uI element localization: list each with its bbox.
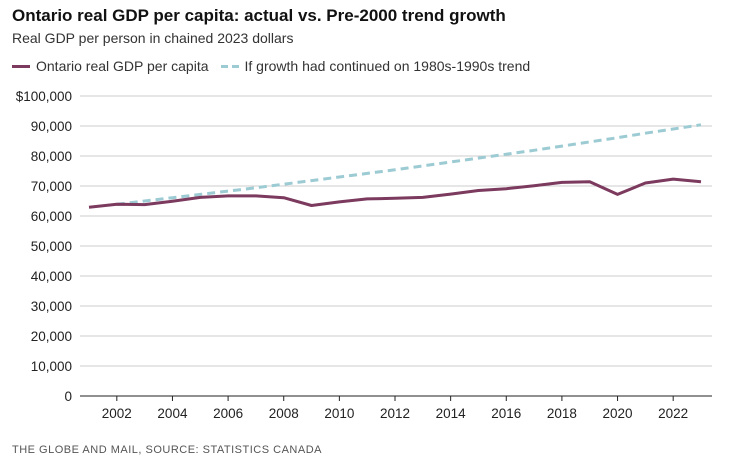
legend-swatch-actual xyxy=(12,64,30,68)
series-line-trend xyxy=(116,123,702,206)
x-tick-label: 2002 xyxy=(102,406,132,421)
y-tick-label: 40,000 xyxy=(31,269,72,284)
chart-title: Ontario real GDP per capita: actual vs. … xyxy=(12,6,506,25)
x-tick-label: 2008 xyxy=(269,406,299,421)
y-tick-label: 50,000 xyxy=(31,239,72,254)
series-line-actual xyxy=(88,177,702,209)
legend-label-actual: Ontario real GDP per capita xyxy=(36,58,209,74)
x-tick-label: 2010 xyxy=(324,406,354,421)
source-note: THE GLOBE AND MAIL, SOURCE: STATISTICS C… xyxy=(12,444,322,456)
x-tick-label: 2020 xyxy=(603,406,633,421)
y-tick-label: 20,000 xyxy=(31,329,72,344)
y-tick-label: 60,000 xyxy=(31,209,72,224)
x-tick-label: 2018 xyxy=(547,406,577,421)
chart-subtitle: Real GDP per person in chained 2023 doll… xyxy=(12,30,294,46)
legend-swatch-trend xyxy=(220,64,239,68)
y-tick-label: 0 xyxy=(64,389,72,404)
x-tick-label: 2004 xyxy=(157,406,188,421)
legend-label-trend: If growth had continued on 1980s-1990s t… xyxy=(244,58,531,74)
y-tick-label: 90,000 xyxy=(31,119,72,134)
x-tick-label: 2016 xyxy=(491,406,521,421)
y-tick-label: 70,000 xyxy=(31,179,72,194)
y-tick-label: 80,000 xyxy=(31,149,72,164)
y-tick-label: 10,000 xyxy=(31,359,72,374)
x-tick-label: 2012 xyxy=(380,406,410,421)
x-tick-label: 2022 xyxy=(658,406,688,421)
y-tick-label: $100,000 xyxy=(16,89,72,104)
x-tick-label: 2014 xyxy=(436,406,467,421)
y-tick-label: 30,000 xyxy=(31,299,72,314)
x-tick-label: 2006 xyxy=(213,406,243,421)
legend: Ontario real GDP per capita If growth ha… xyxy=(12,58,530,74)
